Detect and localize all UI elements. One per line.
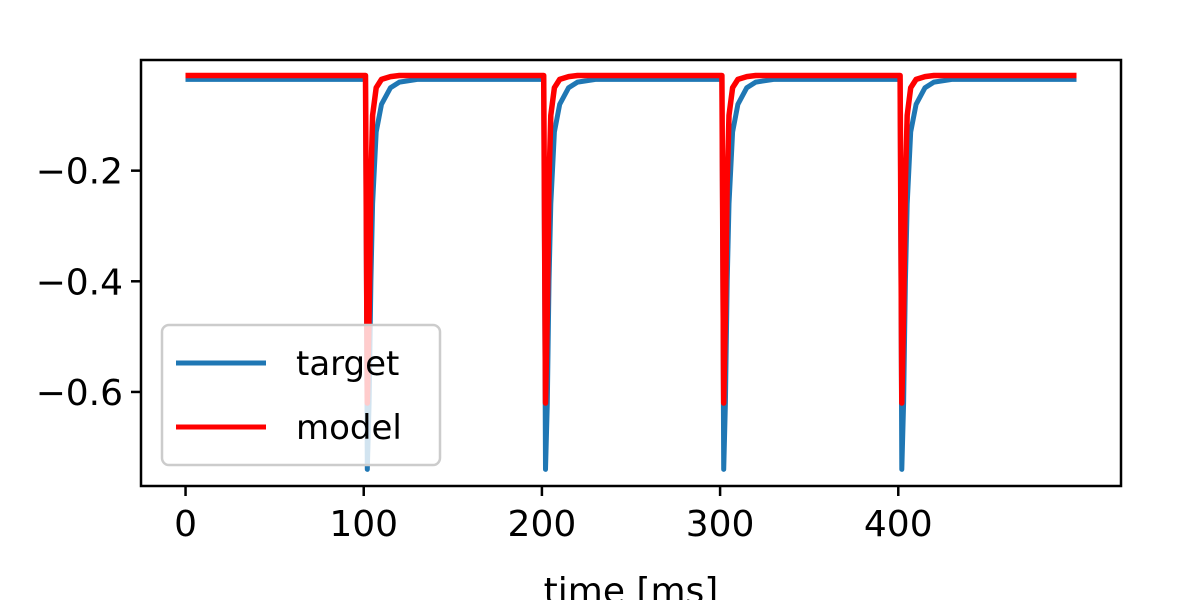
x-tick-label: 0 (174, 504, 197, 545)
x-tick-label: 100 (329, 504, 398, 545)
legend-label-target: target (296, 344, 399, 384)
y-tick-label: −0.2 (36, 152, 123, 193)
series-layer (185, 72, 1077, 472)
x-tick-label: 200 (508, 504, 577, 545)
y-tick-label: −0.6 (36, 373, 123, 414)
y-tick-label: −0.4 (36, 262, 123, 303)
axes-frame (139, 58, 1123, 488)
legend: target model (160, 323, 442, 467)
y-axis-ticks: −0.2 −0.4 −0.6 (36, 152, 141, 414)
legend-box (160, 323, 442, 467)
x-tick-label: 300 (686, 504, 755, 545)
series-line-model (185, 72, 1077, 406)
x-axis-ticks: 0 100 200 300 400 (174, 486, 933, 545)
x-tick-label: 400 (864, 504, 933, 545)
x-axis-label: time [ms] (544, 571, 719, 600)
plot-area (139, 58, 1123, 488)
legend-label-model: model (296, 408, 402, 448)
